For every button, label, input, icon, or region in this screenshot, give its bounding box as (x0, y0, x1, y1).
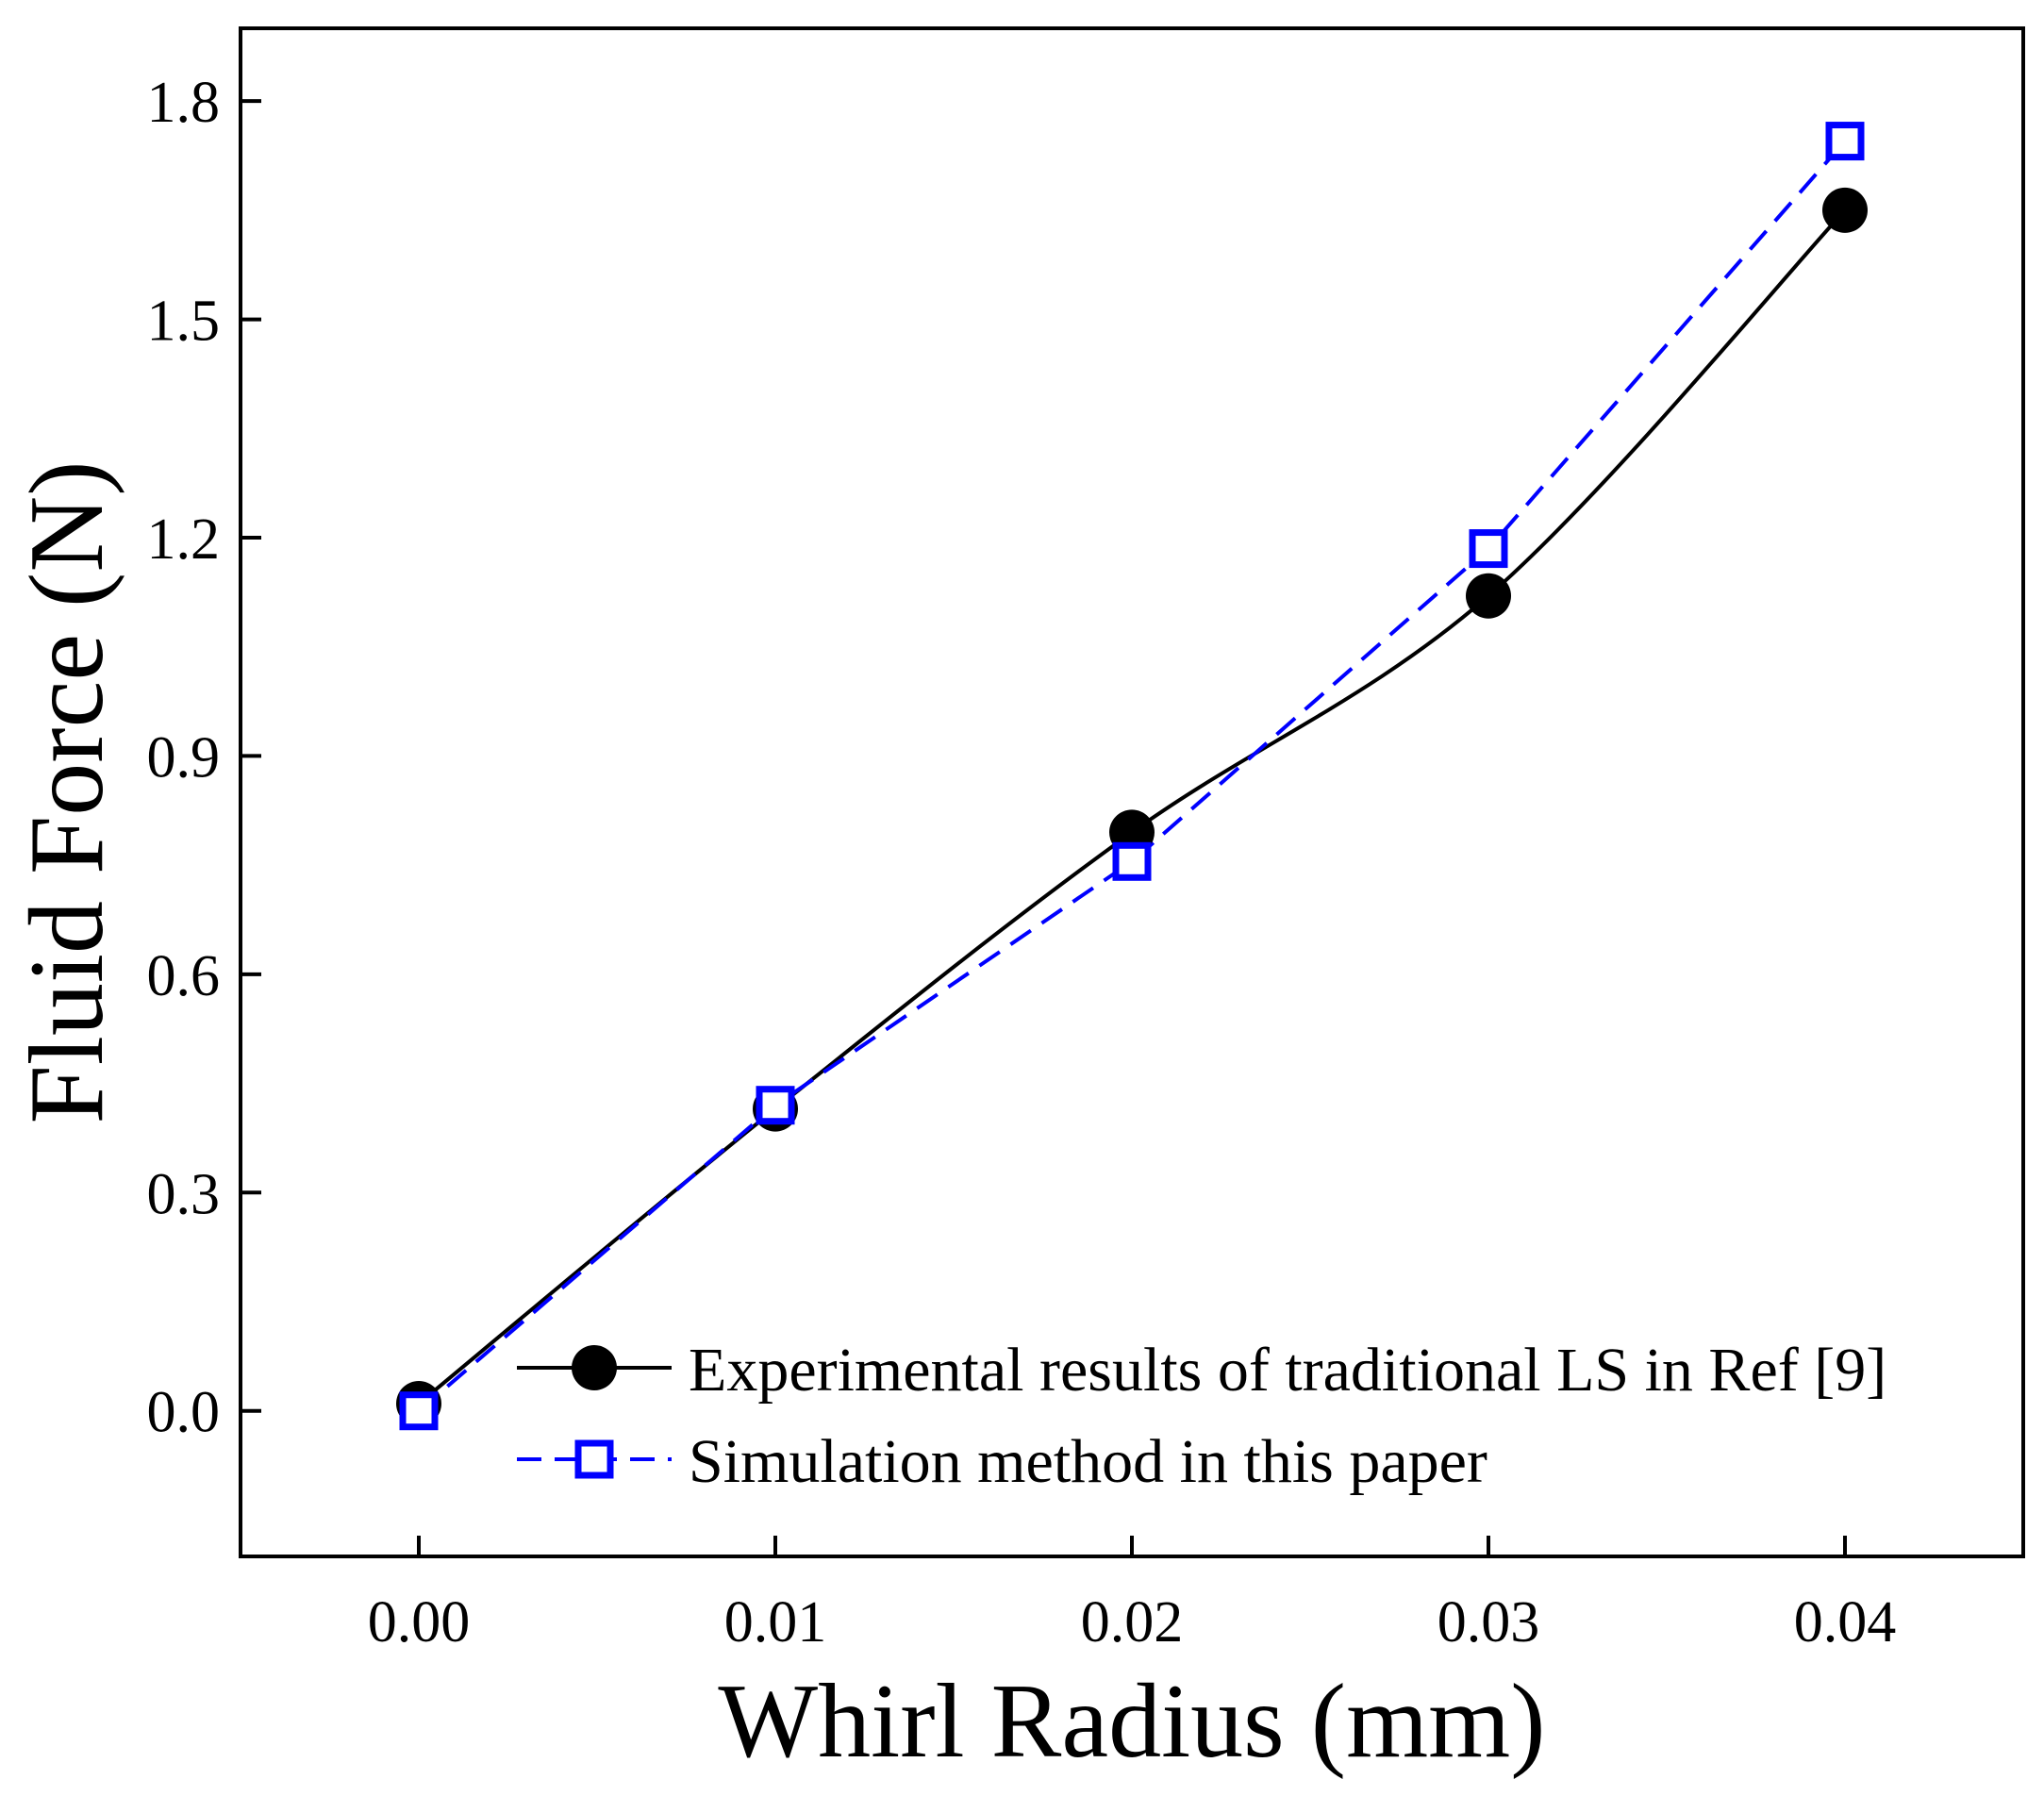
x-axis-ticks: 0.00 0.01 0.02 0.03 0.04 (368, 1536, 1897, 1655)
y-axis-title: Fluid Force (N) (8, 460, 125, 1123)
legend-label-0: Experimental results of traditional LS i… (689, 1336, 1886, 1405)
y-axis-ticks: 0.0 0.3 0.6 0.9 1.2 1.5 1.8 (147, 71, 261, 1445)
series-lines (417, 140, 1847, 1413)
legend-marker-square (574, 1439, 614, 1479)
legend: Experimental results of traditional LS i… (517, 1336, 1886, 1496)
series-line-0 (417, 208, 1847, 1405)
data-point-circle (1466, 573, 1511, 619)
data-point-square (1112, 841, 1152, 881)
data-point-square (1825, 122, 1865, 161)
y-tick-label: 1.5 (147, 290, 221, 354)
legend-label-1: Simulation method in this paper (689, 1427, 1487, 1496)
data-point-square (399, 1391, 439, 1431)
y-tick-label: 0.3 (147, 1162, 221, 1226)
data-point-circle (1822, 187, 1868, 233)
y-tick-label: 0.6 (147, 944, 221, 1008)
x-tick-label: 0.01 (724, 1590, 827, 1655)
x-axis-title: Whirl Radius (mm) (718, 1663, 1545, 1780)
x-tick-label: 0.03 (1437, 1590, 1540, 1655)
x-tick-label: 0.00 (368, 1590, 471, 1655)
x-tick-label: 0.04 (1794, 1590, 1897, 1655)
data-point-square (756, 1086, 795, 1125)
y-tick-label: 0.0 (147, 1381, 221, 1445)
series-markers (396, 122, 1868, 1431)
series-line-1 (417, 140, 1847, 1413)
y-tick-label: 1.2 (147, 507, 221, 572)
y-tick-label: 0.9 (147, 725, 221, 790)
legend-marker-circle (572, 1345, 617, 1390)
data-point-square (1469, 529, 1508, 569)
y-tick-label: 1.8 (147, 71, 221, 135)
x-tick-label: 0.02 (1081, 1590, 1184, 1655)
